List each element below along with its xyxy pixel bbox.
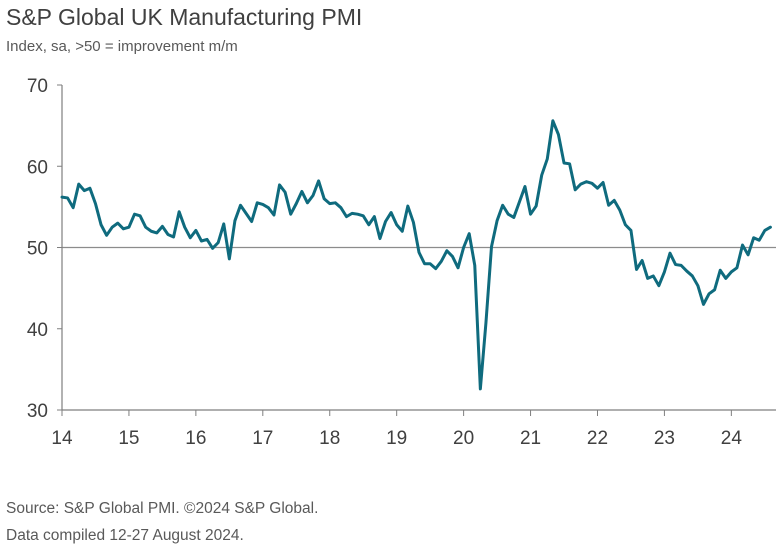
x-tick-label-15: 15 <box>118 428 139 449</box>
y-tick-label-30: 30 <box>27 401 48 422</box>
x-tick-label-17: 17 <box>252 428 273 449</box>
series-line <box>60 119 772 391</box>
x-tick-label-20: 20 <box>453 428 474 449</box>
x-tick-label-22: 22 <box>587 428 608 449</box>
pmi-line-chart: 30 40 50 60 70 14 15 16 17 18 19 20 21 22 23 24 <box>27 76 776 449</box>
y-tick-label-50: 50 <box>27 239 48 260</box>
x-tick-label-23: 23 <box>654 428 675 449</box>
y-tick-label-70: 70 <box>27 76 48 97</box>
y-tick-label-40: 40 <box>27 320 48 341</box>
x-tick-label-18: 18 <box>319 428 340 449</box>
x-tick-label-24: 24 <box>721 428 743 449</box>
chart-subtitle: Index, sa, >50 = improvement m/m <box>6 38 238 55</box>
x-tick-label-16: 16 <box>185 428 206 449</box>
source-note: Source: S&P Global PMI. ©2024 S&P Global… <box>6 500 319 517</box>
x-tick-label-21: 21 <box>520 428 541 449</box>
y-tick-label-60: 60 <box>27 157 48 178</box>
x-tick-label-19: 19 <box>386 428 407 449</box>
data-compiled-note: Data compiled 12-27 August 2024. <box>6 527 244 544</box>
chart-title: S&P Global UK Manufacturing PMI <box>6 4 363 30</box>
x-tick-label-14: 14 <box>51 428 73 449</box>
